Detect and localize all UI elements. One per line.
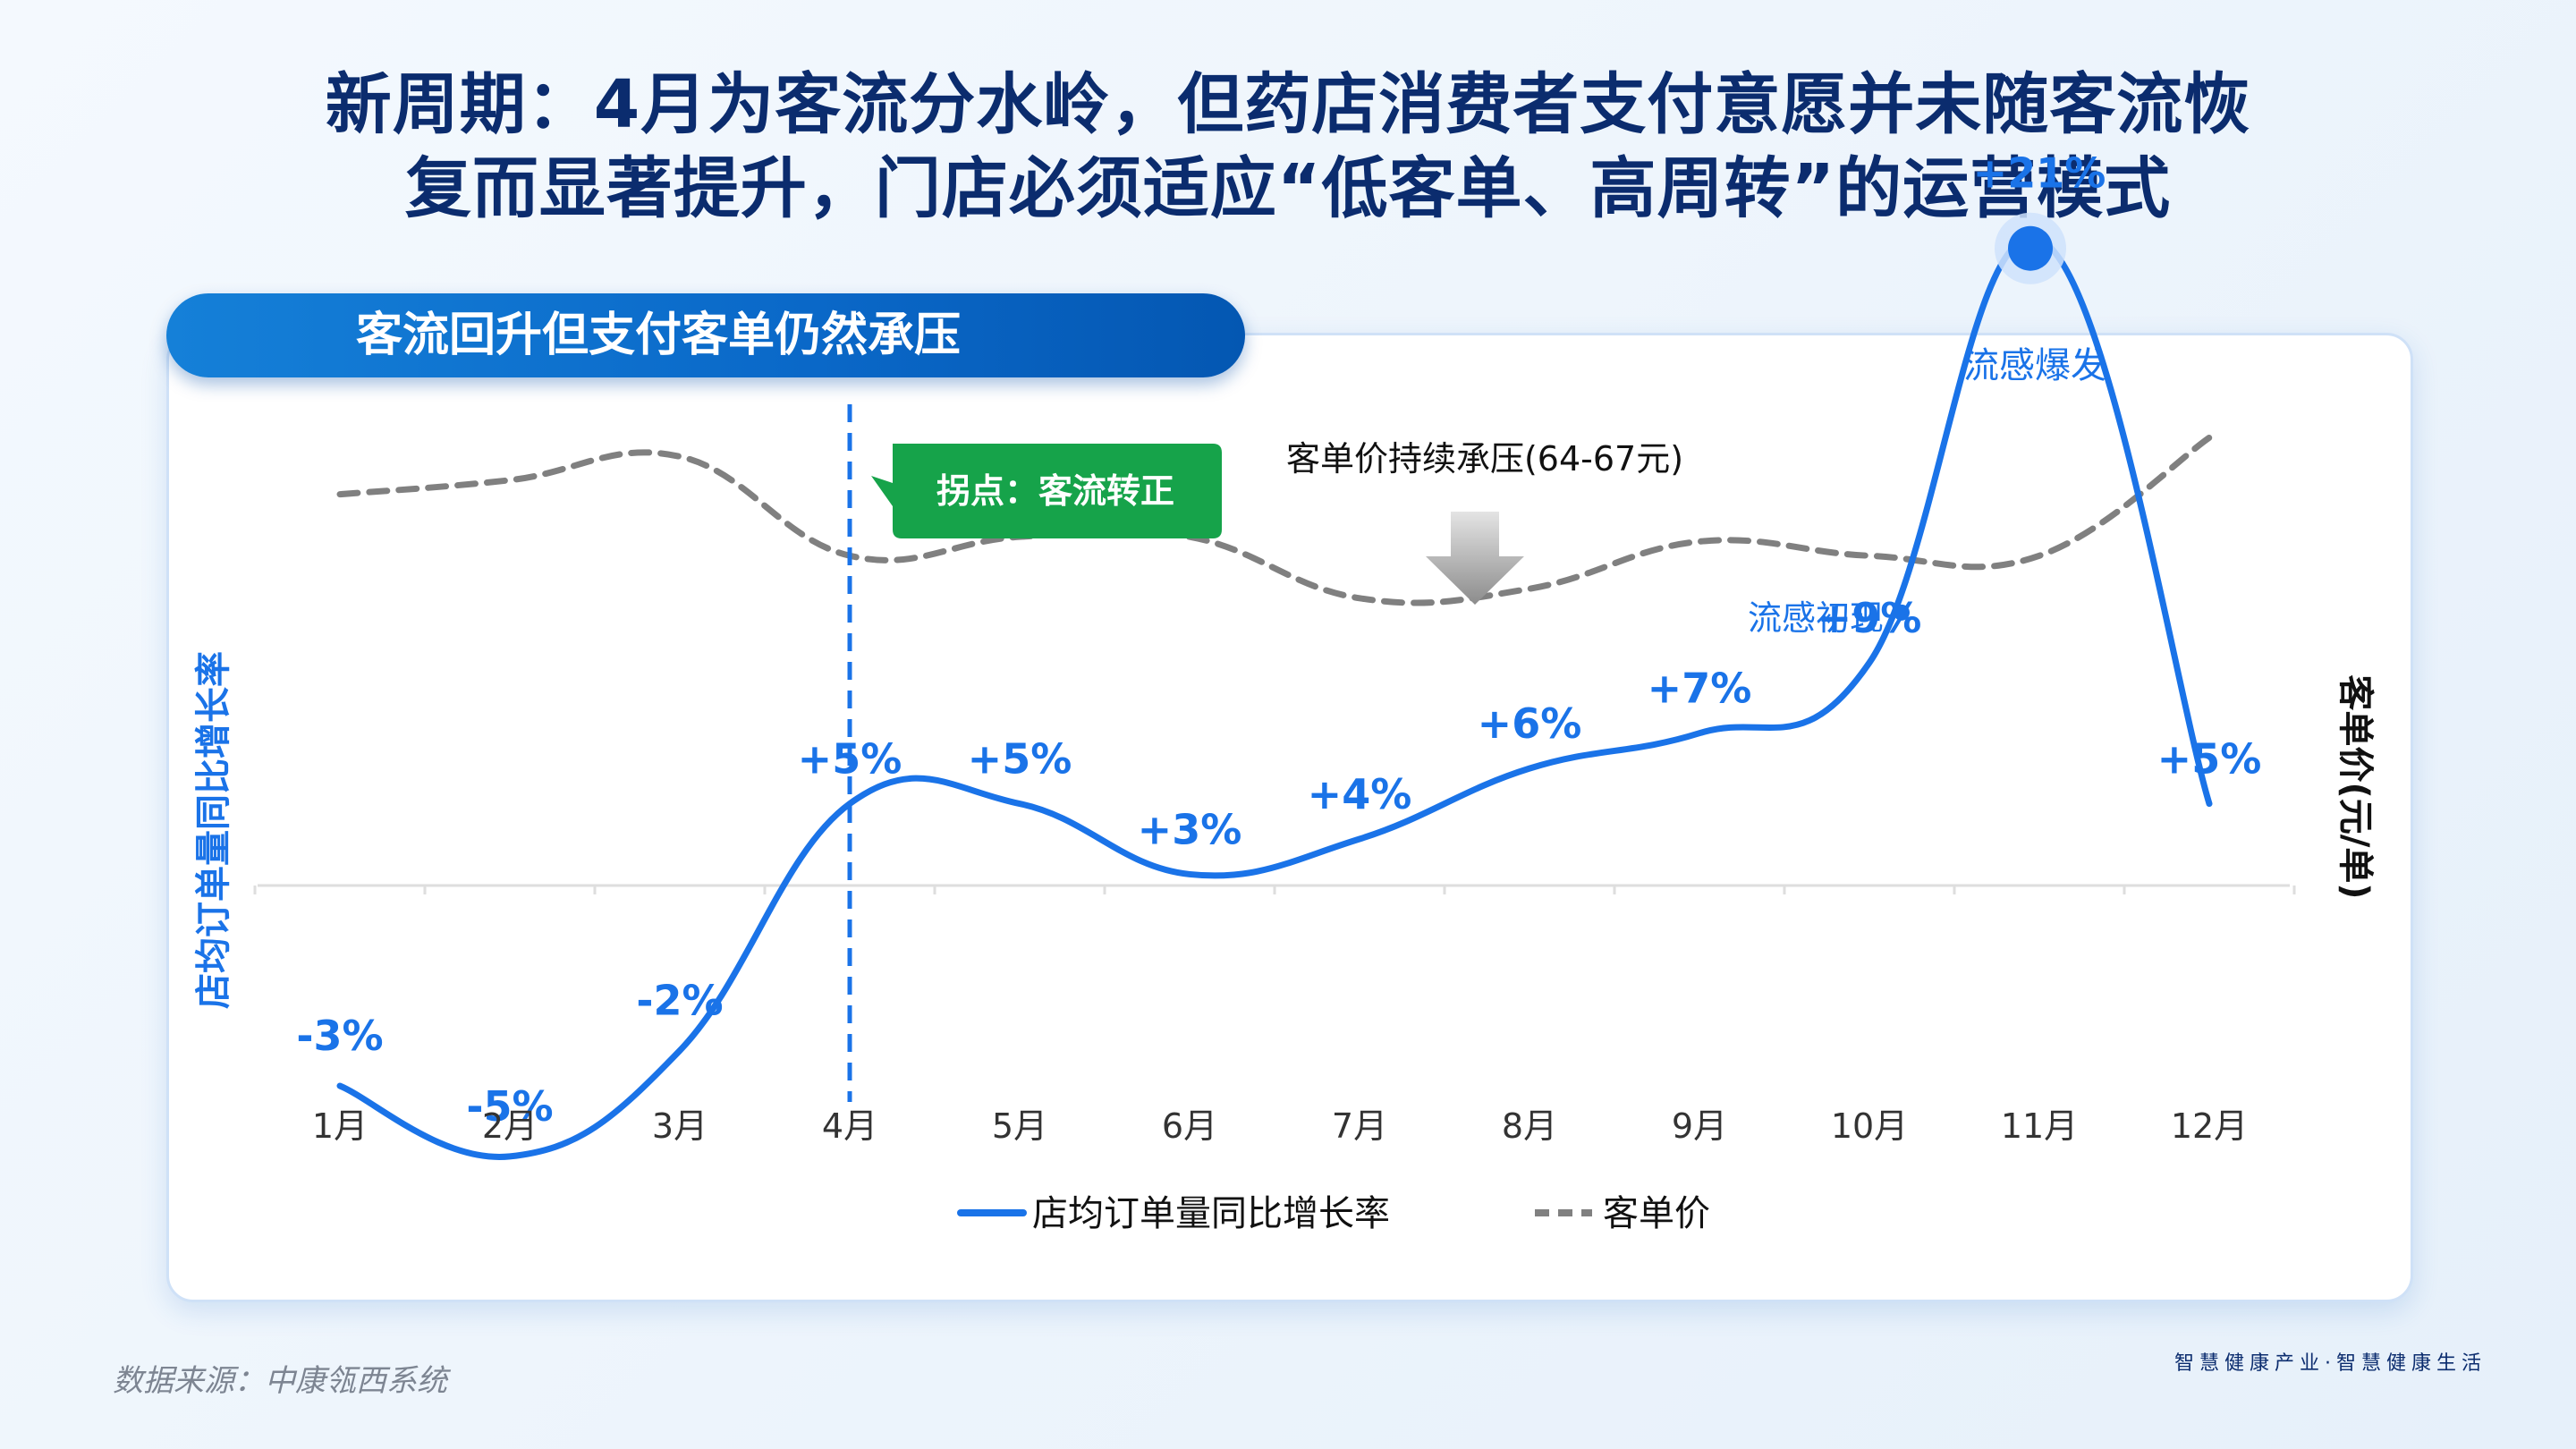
legend-label-price: 客单价 bbox=[1603, 1193, 1710, 1234]
x-tick-label: 1月 bbox=[312, 1106, 368, 1146]
inflection-callout bbox=[871, 444, 1222, 538]
x-tick-label: 2月 bbox=[482, 1106, 538, 1146]
section-banner: 客流回升但支付客单仍然承压 bbox=[166, 293, 1245, 377]
x-tick-label: 10月 bbox=[1831, 1106, 1908, 1146]
inflection-callout-label: 拐点：客流转正 bbox=[936, 471, 1174, 511]
title-line-1: 新周期：4月为客流分水岭，但药店消费者支付意愿并未随客流恢 bbox=[325, 66, 2251, 143]
title-line-2: 复而显著提升，门店必须适应“低客单、高周转”的运营模式 bbox=[404, 150, 2172, 227]
data-label: +5% bbox=[2157, 735, 2262, 784]
chart-card bbox=[166, 333, 2413, 1302]
y-axis-right-title: 客单价(元/单) bbox=[2334, 674, 2376, 899]
data-label: -2% bbox=[636, 977, 723, 1025]
data-label: +9% bbox=[1818, 594, 1922, 642]
x-tick-label: 3月 bbox=[652, 1106, 708, 1146]
brand-slogan: 智慧健康产业·智慧健康生活 bbox=[2174, 1352, 2487, 1375]
data-label: +21% bbox=[1973, 149, 2106, 198]
flu-start-label: 流感初现 bbox=[1748, 598, 1884, 638]
x-tick-label: 9月 bbox=[1672, 1106, 1727, 1146]
x-tick-label: 8月 bbox=[1502, 1106, 1557, 1146]
flu-peak-label: 流感爆发 bbox=[1963, 345, 2106, 386]
x-tick-label: 5月 bbox=[992, 1106, 1047, 1146]
down-arrow-icon bbox=[1426, 512, 1524, 605]
data-label: +5% bbox=[968, 735, 1072, 784]
series-line-price bbox=[336, 434, 2213, 606]
price-pressure-label: 客单价持续承压(64-67元) bbox=[1286, 439, 1683, 479]
y-axis-left-title: 店均订单量同比增长率 bbox=[193, 651, 234, 1009]
x-tick-label: 12月 bbox=[2171, 1106, 2248, 1146]
x-tick-label: 6月 bbox=[1162, 1106, 1217, 1146]
data-label: +3% bbox=[1138, 805, 1242, 853]
flu-start-marker bbox=[1894, 604, 1910, 621]
data-label: +7% bbox=[1648, 665, 1752, 713]
legend-label-orders: 店均订单量同比增长率 bbox=[1032, 1193, 1390, 1234]
data-label: -5% bbox=[466, 1082, 553, 1131]
x-tick-label: 7月 bbox=[1332, 1106, 1387, 1146]
source-note: 数据来源：中康瓴西系统 bbox=[113, 1363, 447, 1399]
page-title: 新周期：4月为客流分水岭，但药店消费者支付意愿并未随客流恢 复而显著提升，门店必… bbox=[0, 63, 2576, 231]
flu-peak-marker bbox=[2008, 225, 2053, 271]
x-tick-label: 4月 bbox=[822, 1106, 877, 1146]
data-label: +6% bbox=[1478, 699, 1582, 748]
data-label: +4% bbox=[1308, 770, 1412, 818]
data-label: +5% bbox=[798, 735, 902, 784]
data-label: -3% bbox=[296, 1012, 383, 1060]
x-tick-label: 11月 bbox=[2001, 1106, 2078, 1146]
series-line-orders bbox=[336, 234, 2213, 1160]
